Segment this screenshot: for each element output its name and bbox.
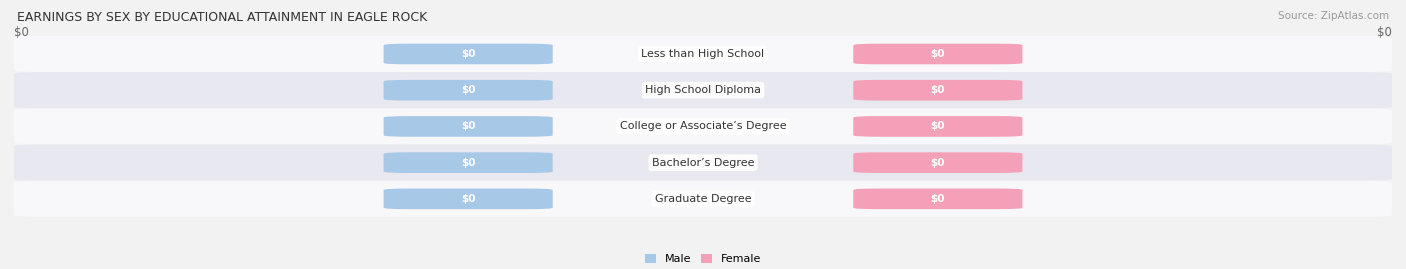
Text: College or Associate’s Degree: College or Associate’s Degree xyxy=(620,121,786,132)
Text: $0: $0 xyxy=(931,158,945,168)
FancyBboxPatch shape xyxy=(384,152,553,173)
Text: Graduate Degree: Graduate Degree xyxy=(655,194,751,204)
Text: Source: ZipAtlas.com: Source: ZipAtlas.com xyxy=(1278,11,1389,21)
Text: $0: $0 xyxy=(14,26,30,39)
Text: $0: $0 xyxy=(461,49,475,59)
Text: Less than High School: Less than High School xyxy=(641,49,765,59)
FancyBboxPatch shape xyxy=(14,36,1392,72)
FancyBboxPatch shape xyxy=(384,44,553,64)
FancyBboxPatch shape xyxy=(14,108,1392,144)
FancyBboxPatch shape xyxy=(14,144,1392,181)
Text: $0: $0 xyxy=(461,158,475,168)
Text: $0: $0 xyxy=(931,121,945,132)
Text: High School Diploma: High School Diploma xyxy=(645,85,761,95)
FancyBboxPatch shape xyxy=(384,80,553,101)
FancyBboxPatch shape xyxy=(14,72,1392,108)
FancyBboxPatch shape xyxy=(14,181,1392,217)
FancyBboxPatch shape xyxy=(853,152,1022,173)
FancyBboxPatch shape xyxy=(853,189,1022,209)
FancyBboxPatch shape xyxy=(384,116,553,137)
Legend: Male, Female: Male, Female xyxy=(641,251,765,268)
Text: $0: $0 xyxy=(461,194,475,204)
FancyBboxPatch shape xyxy=(853,44,1022,64)
FancyBboxPatch shape xyxy=(853,116,1022,137)
Text: $0: $0 xyxy=(461,121,475,132)
Text: Bachelor’s Degree: Bachelor’s Degree xyxy=(652,158,754,168)
Text: $0: $0 xyxy=(931,194,945,204)
Text: $0: $0 xyxy=(461,85,475,95)
FancyBboxPatch shape xyxy=(384,189,553,209)
Text: EARNINGS BY SEX BY EDUCATIONAL ATTAINMENT IN EAGLE ROCK: EARNINGS BY SEX BY EDUCATIONAL ATTAINMEN… xyxy=(17,11,427,24)
FancyBboxPatch shape xyxy=(853,80,1022,101)
Text: $0: $0 xyxy=(931,49,945,59)
Text: $0: $0 xyxy=(1376,26,1392,39)
Text: $0: $0 xyxy=(931,85,945,95)
